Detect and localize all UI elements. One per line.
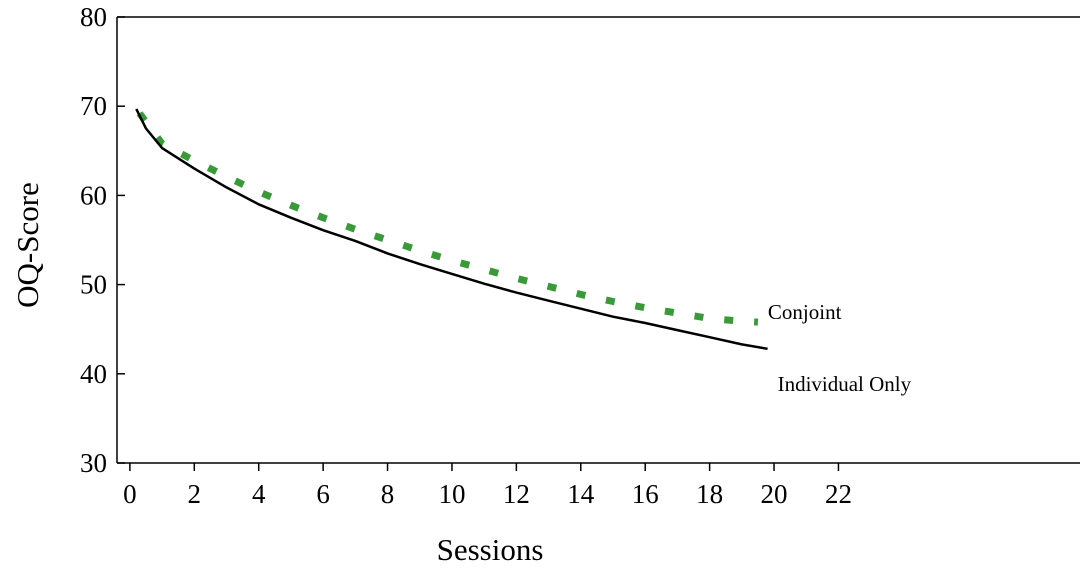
y-axis-title: OQ-Score (10, 182, 45, 308)
series-label-conjoint: Conjoint (768, 300, 842, 324)
x-tick-label-0: 0 (123, 479, 137, 509)
axes: 30 40 50 60 70 80 0 2 4 6 8 10 12 14 16 18 20 22 (80, 2, 1080, 509)
y-tick-label-50: 50 (80, 270, 107, 300)
y-tick-label-60: 60 (80, 180, 107, 210)
x-tick-label-6: 6 (316, 479, 330, 509)
y-tick-label-80: 80 (80, 2, 107, 32)
x-tick-label-20: 20 (761, 479, 788, 509)
y-tick-label-30: 30 (80, 448, 107, 478)
x-tick-label-12: 12 (503, 479, 530, 509)
x-tick-label-14: 14 (567, 479, 595, 509)
labels-layer: Conjoint Individual Only (768, 300, 912, 396)
series-line-conjoint (136, 111, 759, 326)
x-tick-label-16: 16 (632, 479, 659, 509)
series-layer (135, 108, 768, 351)
x-tick-label-18: 18 (696, 479, 723, 509)
x-tick-label-8: 8 (381, 479, 395, 509)
x-tick-label-10: 10 (438, 479, 465, 509)
y-tick-label-40: 40 (80, 359, 107, 389)
y-tick-label-70: 70 (80, 91, 107, 121)
x-tick-label-4: 4 (252, 479, 266, 509)
x-axis-title: Sessions (437, 532, 544, 567)
series-line-individual-only (135, 108, 768, 351)
x-tick-label-22: 22 (825, 479, 852, 509)
x-tick-label-2: 2 (188, 479, 202, 509)
series-label-individual-only: Individual Only (778, 372, 912, 396)
